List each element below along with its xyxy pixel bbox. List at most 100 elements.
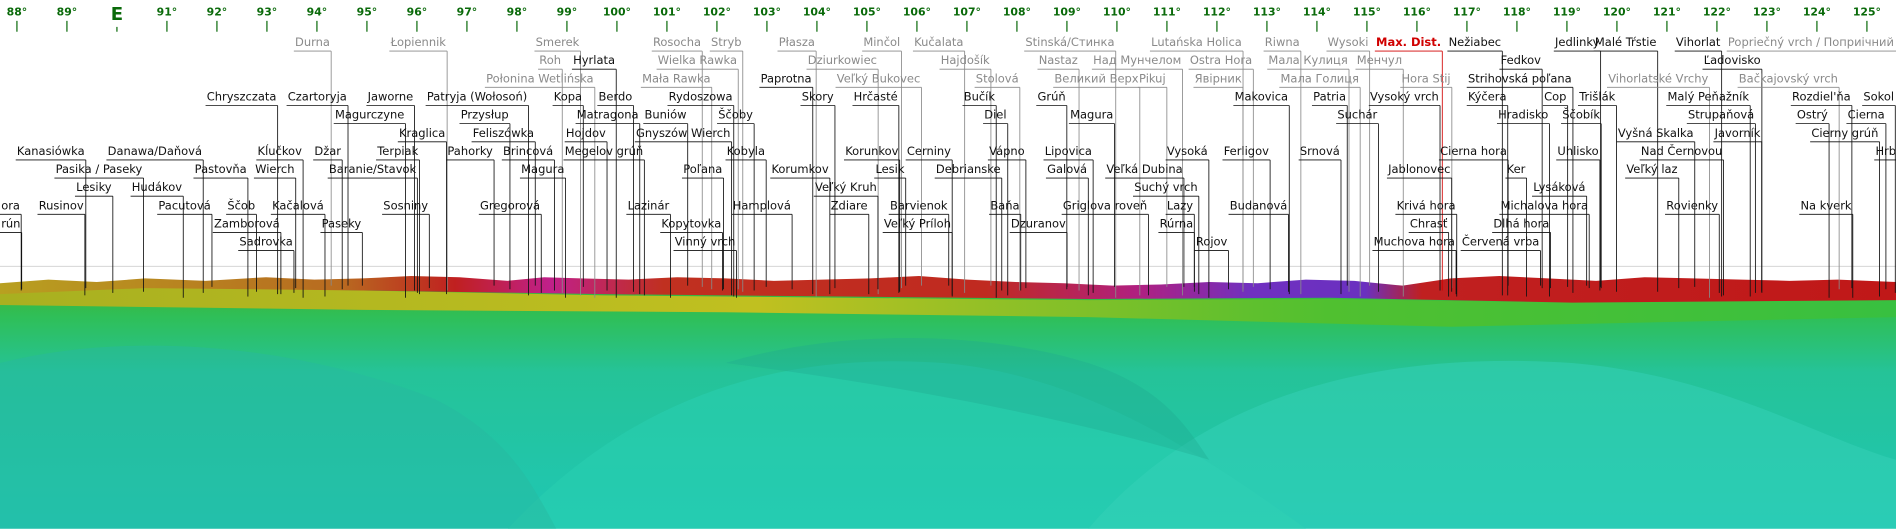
peak-label: Veľký Príloh (884, 216, 951, 230)
peak-label: Suchý vrch (1134, 180, 1197, 194)
peak-label: Gnyszów Wierch (636, 126, 730, 140)
degree-label: 124° (1803, 5, 1831, 18)
peak-label: Stryb (711, 35, 742, 49)
peak-label: Ščoby (718, 107, 753, 122)
peak-label: Veľká Dubina (1106, 162, 1182, 176)
peak-label: Połonina Wetlińska (486, 71, 594, 85)
peak-label: Wierch (255, 162, 294, 176)
peak-label: Mała Rawka (642, 71, 710, 85)
peak-label: Hyrlata (573, 53, 615, 67)
peak-label: Lesik (875, 162, 904, 176)
degree-label: 123° (1753, 5, 1781, 18)
peak-label: Malý Peňažník (1667, 90, 1749, 104)
peak-label: Baranie/Stavok (329, 162, 417, 176)
peak-label: Мала Кулиця (1268, 53, 1347, 67)
peak-label: Vysoká (1167, 144, 1208, 158)
peak-label: Griglova roveň (1063, 198, 1147, 212)
peak-label: Matragona (577, 108, 639, 122)
peak-label: Cierna (1848, 108, 1885, 122)
peak-label: Lazinár (628, 198, 670, 212)
peak-label: Przysłup (461, 108, 509, 122)
degree-label: 115° (1353, 5, 1381, 18)
peak-label: Wielka Rawka (658, 53, 737, 67)
peak-label: Над Мунчелом (1093, 53, 1181, 67)
peak-label: Riwna (1265, 35, 1300, 49)
peak-label: Ostra Hora (1190, 53, 1252, 67)
degree-label: 89° (57, 5, 78, 18)
degree-label: 103° (753, 5, 781, 18)
peak-label: Lazy (1167, 198, 1193, 212)
peak-label: Pahorky (447, 144, 493, 158)
degree-label: 102° (703, 5, 731, 18)
peak-label: Magura (1070, 108, 1113, 122)
peak-label: Megelov grúň (565, 144, 643, 158)
peak-label: Stolová (976, 71, 1019, 85)
degree-label: 117° (1453, 5, 1481, 18)
peak-label: Lutańska Holica (1151, 35, 1242, 49)
peak-label: Diel (984, 108, 1006, 122)
peak-label: Ščob (227, 197, 255, 212)
peak-label: Veľký Bukovec (837, 71, 921, 85)
degree-label: 106° (903, 5, 931, 18)
peak-label: Vyšná Skalka (1618, 126, 1694, 140)
peak-label: ora (1, 198, 20, 212)
peak-label: Hojdov (566, 126, 606, 140)
peak-label: Džar (314, 144, 341, 158)
peak-label: Ščobík (1562, 107, 1600, 122)
peak-label: Hrčasté (854, 90, 898, 104)
peak-label: Hajdošík (941, 53, 990, 67)
degree-label: E (111, 4, 123, 25)
peak-label: Lysáková (1533, 180, 1585, 194)
peak-label: Cop (1544, 90, 1566, 104)
peak-label: Terpiak (376, 144, 418, 158)
peak-label: Chryszczata (207, 90, 277, 104)
peak-label: Kobyla (727, 144, 765, 158)
peak-label: Veľký laz (1626, 162, 1677, 176)
peak-label: rún (1, 216, 20, 230)
peak-label: Dziurkowiec (808, 53, 877, 67)
peak-label: Jedlinky (1554, 35, 1600, 49)
peak-label: Bačkajovský vrch (1739, 71, 1838, 85)
degree-label: 121° (1653, 5, 1681, 18)
degree-label: 107° (953, 5, 981, 18)
peak-label: Vihorlatské Vrchy (1608, 71, 1708, 85)
degree-label: 112° (1203, 5, 1231, 18)
peak-label: Pacutová (158, 198, 210, 212)
peak-label: Durna (295, 35, 330, 49)
peak-label: Nad Černovou (1641, 143, 1722, 158)
peak-label: Płasza (779, 35, 815, 49)
peak-label: Jaworne (367, 90, 414, 104)
peak-label: Vysoký vrch (1370, 90, 1439, 104)
peak-label: Rusinov (39, 198, 84, 212)
degree-label: 118° (1503, 5, 1531, 18)
peak-label: Budanová (1230, 198, 1288, 212)
peak-label: Na kverk (1800, 198, 1851, 212)
peak-label: Dzuranov (1011, 216, 1066, 230)
peak-label: Roh (539, 53, 561, 67)
peak-label: Suchár (1337, 108, 1377, 122)
peak-label: Krivá hora (1397, 198, 1456, 212)
peak-label: Ker (1507, 162, 1526, 176)
peak-label: Javorník (1714, 126, 1761, 140)
peak-label: Cerniny (907, 144, 951, 158)
peak-label: Hora Stij (1401, 71, 1450, 85)
peak-label: Strupaňová (1688, 108, 1754, 122)
peak-label: Wysoki (1328, 35, 1369, 49)
degree-label: 120° (1603, 5, 1631, 18)
peak-label: Smerek (536, 35, 580, 49)
peak-label: Rojov (1196, 235, 1228, 249)
degree-label: 98° (507, 5, 528, 18)
peak-label: Pastovňa (195, 162, 247, 176)
degree-label: 93° (257, 5, 278, 18)
degree-label: 105° (853, 5, 881, 18)
peak-label: Nežiabec (1449, 35, 1502, 49)
labels: 88° 89° E 91° 92° 93° 94° 95° 96° 97° 98° 99° 100° 10… (0, 4, 1896, 298)
peak-label: Hrb (1875, 144, 1896, 158)
peak-label: Lesiky (76, 180, 112, 194)
peak-label: Stinská/Стинка (1025, 35, 1114, 49)
peak-label: Baňa (990, 198, 1019, 212)
peak-label: Popriečný vrch / Поприічний верх (1728, 35, 1896, 49)
peak-label: Zdiare (831, 198, 868, 212)
degree-label: 113° (1253, 5, 1281, 18)
